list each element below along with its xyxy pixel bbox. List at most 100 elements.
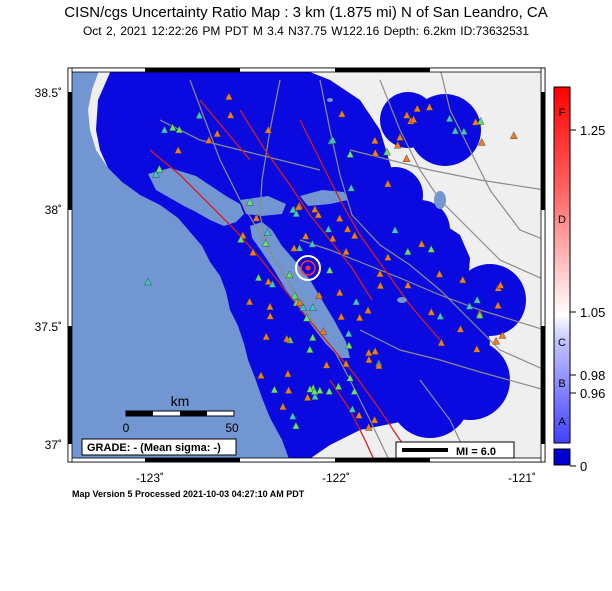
station-triangle-icon (205, 136, 213, 144)
station-triangle-icon (308, 239, 317, 248)
station-triangle-icon (155, 164, 164, 173)
station-triangle-icon (152, 170, 160, 178)
station-triangle-icon (306, 384, 314, 393)
station-triangle-icon (310, 387, 319, 395)
station-triangle-icon (328, 135, 337, 144)
station-triangle-icon (144, 277, 152, 286)
station-triangle-icon (425, 102, 434, 111)
station-triangle-icon (346, 150, 355, 158)
station-triangle-icon (391, 225, 399, 234)
station-triangle-icon (292, 421, 300, 430)
station-triangle-icon (270, 385, 279, 394)
station-triangle-icon (402, 110, 411, 119)
station-triangle-icon (456, 324, 465, 333)
sf-bay (250, 222, 350, 358)
station-triangle-icon (342, 247, 350, 255)
station-triangle-icon (355, 410, 363, 419)
station-triangle-icon (252, 213, 261, 222)
station-triangle-icon (338, 109, 346, 118)
station-triangle-icon (328, 234, 337, 242)
station-triangle-icon (254, 273, 263, 281)
station-triangle-icon (261, 238, 270, 247)
station-triangle-icon (435, 269, 444, 278)
lon-label-122: -122˚ (322, 471, 350, 485)
station-triangle-icon (322, 360, 331, 369)
seismic-stations (144, 92, 518, 431)
station-triangle-icon (458, 275, 467, 284)
station-triangle-icon (302, 313, 311, 322)
station-triangle-icon (476, 116, 485, 125)
station-triangle-icon (376, 269, 384, 278)
station-triangle-icon (343, 224, 352, 233)
colorbar-letter-b: B (558, 378, 565, 390)
station-triangle-icon (309, 303, 317, 311)
station-triangle-icon (427, 244, 436, 253)
station-triangle-icon (473, 295, 482, 304)
grade-box: GRADE: - (Mean sigma: -) (81, 438, 237, 456)
colorbar-letter-f: F (559, 107, 566, 119)
station-triangle-icon (345, 341, 353, 349)
station-triangle-icon (335, 288, 344, 296)
station-triangle-icon (473, 344, 481, 353)
lon-axis-labels: -123˚ -122˚ -121˚ (136, 471, 536, 485)
station-triangle-icon (346, 373, 354, 382)
mi-legend: MI = 6.0 (395, 441, 515, 459)
station-triangle-icon (266, 302, 274, 311)
station-triangle-icon (168, 123, 177, 131)
station-triangle-icon (436, 312, 445, 320)
station-triangle-icon (342, 359, 350, 368)
lat-label-375: 37.5˚ (35, 320, 62, 334)
station-triangle-icon (311, 392, 319, 400)
station-triangle-icon (264, 125, 273, 134)
station-triangle-icon (284, 369, 292, 378)
station-triangle-icon (371, 136, 379, 144)
station-triangle-icon (492, 336, 500, 345)
station-triangle-icon (160, 125, 169, 134)
lat-label-38: 38˚ (45, 203, 62, 217)
station-triangle-icon (226, 110, 235, 119)
colorbar-letter-d: D (558, 214, 566, 226)
colorbar-value-096: 0.96 (580, 386, 605, 401)
station-triangle-icon (324, 224, 333, 233)
station-triangle-icon (364, 348, 373, 357)
mi-legend-text: MI = 6.0 (456, 446, 496, 458)
station-triangle-icon (494, 301, 502, 309)
station-triangle-icon (294, 202, 303, 211)
station-triangle-icon (225, 92, 233, 101)
station-triangle-icon (365, 355, 373, 364)
lat-label-37: 37˚ (45, 438, 62, 452)
scale-unit: km (171, 393, 190, 409)
station-triangle-icon (303, 393, 312, 401)
scale-bar: km 0 50 (123, 393, 239, 435)
station-triangle-icon (301, 231, 310, 240)
station-triangle-icon (350, 231, 359, 239)
station-triangle-icon (319, 327, 328, 335)
epicenter-star-icon (295, 255, 321, 281)
station-triangle-icon (289, 205, 297, 214)
station-triangle-icon (371, 346, 379, 355)
station-triangle-icon (370, 415, 379, 424)
station-triangle-icon (383, 147, 391, 156)
station-triangle-icon (371, 148, 380, 157)
colorbar: F D C B A 1.25 1.05 0.98 0.96 0 (553, 86, 605, 474)
station-triangle-icon (393, 140, 402, 149)
lat-label-385: 38.5˚ (35, 86, 62, 100)
station-triangle-icon (396, 133, 404, 141)
station-triangle-icon (249, 248, 257, 256)
station-triangle-icon (314, 210, 323, 219)
station-triangle-icon (350, 387, 359, 395)
station-triangle-icon (245, 297, 254, 306)
station-triangle-icon (344, 329, 353, 337)
station-triangle-icon (290, 291, 299, 300)
station-triangle-icon (413, 104, 422, 113)
station-triangle-icon (195, 111, 204, 119)
station-triangle-icon (213, 129, 222, 138)
station-triangle-icon (284, 386, 293, 394)
station-triangle-icon (175, 125, 184, 134)
station-triangle-icon (174, 146, 183, 154)
station-triangle-icon (268, 279, 277, 288)
lon-label-123: -123˚ (136, 471, 164, 485)
station-triangle-icon (306, 345, 314, 353)
station-triangle-icon (437, 338, 446, 347)
